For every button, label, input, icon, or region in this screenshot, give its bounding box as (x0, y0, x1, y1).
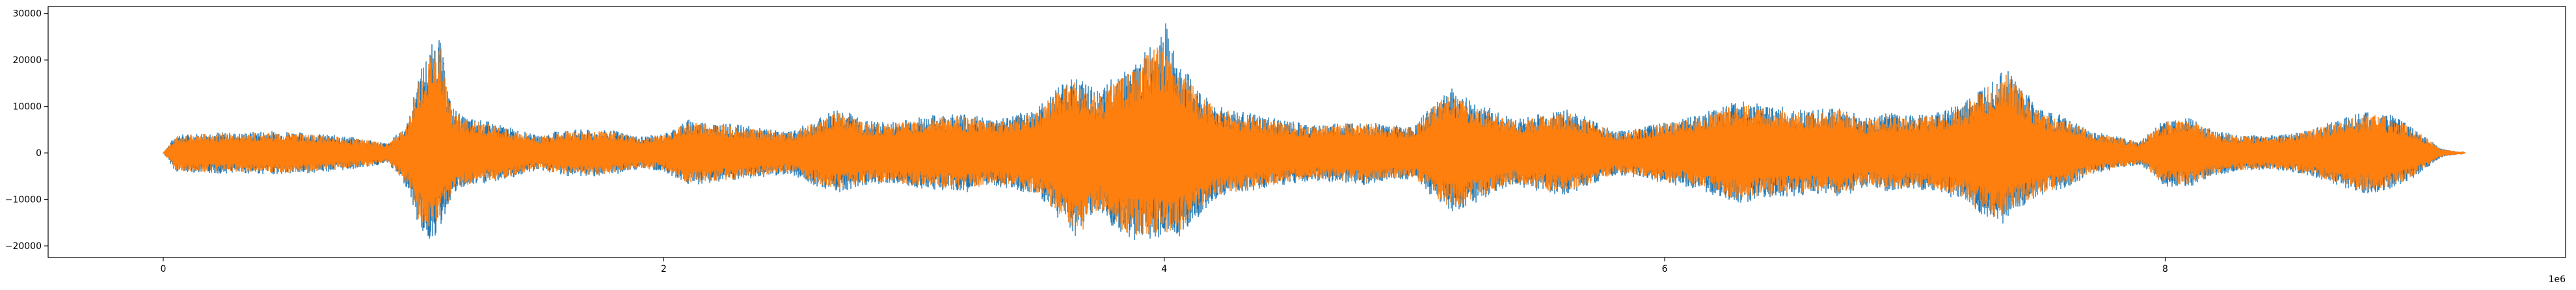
x-tick-label: 8 (2162, 264, 2168, 274)
x-tick-label: 2 (661, 264, 667, 274)
x-tick-label: 0 (160, 264, 166, 274)
x-tick-label: 4 (1161, 264, 1167, 274)
y-tick-label: −20000 (5, 241, 42, 252)
ticks-layer: 0 2 4 6 8 −20000 −10000 0 10000 20000 30000 (5, 9, 2168, 274)
axes-frame (47, 6, 2566, 258)
axes-layer (47, 6, 2566, 258)
y-tick-label: 20000 (12, 55, 42, 66)
series-layer (163, 23, 2466, 241)
y-tick-label: 10000 (12, 102, 42, 112)
y-tick-label: −10000 (5, 195, 42, 205)
x-axis-offset-label: 1e6 (2549, 274, 2566, 285)
y-tick-label: 0 (36, 148, 42, 159)
series-line-2 (163, 47, 2466, 235)
y-tick-label: 30000 (12, 9, 42, 20)
x-tick-label: 6 (1662, 264, 1668, 274)
